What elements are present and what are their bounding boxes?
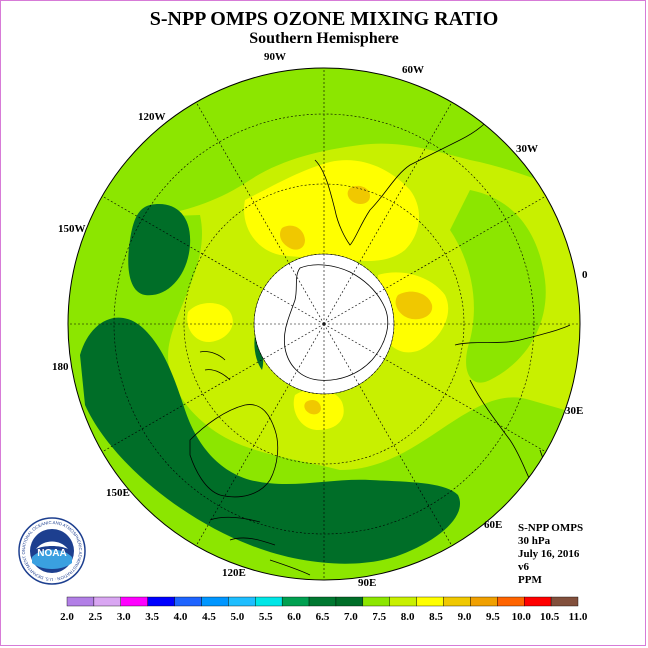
map-border xyxy=(67,67,581,581)
coast-indonesia xyxy=(209,516,311,576)
colorbar-swatch xyxy=(470,596,498,607)
field-9-0-small-north xyxy=(347,185,370,204)
info-date: July 16, 2016 xyxy=(518,548,580,560)
coast-antarctica xyxy=(283,264,389,381)
colorbar-swatch xyxy=(443,596,471,607)
lon-label-90e: 90E xyxy=(358,577,376,589)
lon-label-120w: 120W xyxy=(138,111,166,123)
lon-label-90w: 90W xyxy=(264,51,286,63)
info-instrument: S-NPP OMPS xyxy=(518,522,584,534)
field-8-5-pacific xyxy=(187,303,233,343)
info-block: S-NPP OMPS 30 hPa July 16, 2016 v6 PPM xyxy=(518,522,583,587)
colorbar-swatch xyxy=(201,596,229,607)
colorbar-tick-label: 6.0 xyxy=(287,611,301,623)
lon-label-150w: 150W xyxy=(58,223,86,235)
colorbar-tick-label: 7.5 xyxy=(372,611,386,623)
colorbar-tick-label: 6.5 xyxy=(316,611,330,623)
colorbar: 2.0 2.5 3.0 3.5 4.0 4.5 5.0 5.5 6.0 6.5 7.0 7.5 8.0 8… xyxy=(60,596,588,623)
colorbar-tick-label: 2.0 xyxy=(60,611,74,623)
map-title: S-NPP OMPS OZONE MIXING RATIO xyxy=(149,8,499,30)
colorbar-tick-label: 2.5 xyxy=(89,611,103,623)
colorbar-tick-label: 5.0 xyxy=(230,611,244,623)
lon-label-150e: 150E xyxy=(106,487,130,499)
colorbar-swatch xyxy=(362,596,390,607)
colorbar-swatch xyxy=(93,596,121,607)
lon-label-30w: 30W xyxy=(516,143,538,155)
lon-label-60e: 60E xyxy=(484,519,502,531)
coast-australia xyxy=(189,404,279,498)
lon-label-30e: 30E xyxy=(565,405,583,417)
colorbar-tick-label: 9.5 xyxy=(486,611,500,623)
colorbar-tick-label: 8.0 xyxy=(401,611,415,623)
colorbar-tick-label: 5.5 xyxy=(259,611,273,623)
lon-label-120e: 120E xyxy=(222,567,246,579)
colorbar-tick-label: 9.0 xyxy=(458,611,472,623)
field-9-0-small-west xyxy=(280,225,305,250)
colorbar-swatch xyxy=(174,596,202,607)
field-9-0-atlantic xyxy=(395,291,433,320)
colorbar-swatch xyxy=(524,596,552,607)
colorbar-tick-label: 3.0 xyxy=(117,611,131,623)
colorbar-swatch xyxy=(389,596,417,607)
noaa-logo-text: NOAA xyxy=(37,548,66,559)
lon-label-0: 0 xyxy=(582,269,588,281)
colorbar-tick-label: 4.0 xyxy=(174,611,188,623)
field-9-0-indian xyxy=(304,400,321,415)
field-7-0-west-blob xyxy=(128,204,191,296)
colorbar-swatch xyxy=(335,596,364,607)
info-level: 30 hPa xyxy=(518,535,551,547)
field-7-0-sliver xyxy=(254,335,264,370)
lon-label-60w: 60W xyxy=(402,64,424,76)
coast-south-america xyxy=(314,109,496,246)
colorbar-swatch xyxy=(550,596,579,607)
colorbar-tick-label: 10.5 xyxy=(540,611,560,623)
info-units: PPM xyxy=(518,574,542,586)
colorbar-swatch xyxy=(228,596,256,607)
colorbar-tick-label: 10.0 xyxy=(512,611,532,623)
colorbar-swatch xyxy=(308,596,337,607)
colorbar-swatch xyxy=(147,596,175,607)
colorbar-swatch xyxy=(281,596,310,607)
field-7-5-east xyxy=(450,190,546,383)
colorbar-swatch xyxy=(416,596,444,607)
colorbar-swatch xyxy=(66,596,95,607)
map-subtitle: Southern Hemisphere xyxy=(249,30,399,47)
lon-label-180: 180 xyxy=(52,361,69,373)
colorbar-tick-label: 8.5 xyxy=(429,611,443,623)
colorbar-swatch xyxy=(497,596,525,607)
noaa-logo: NOAA NATIONAL OCEANIC AND ATMOSPHERIC AD… xyxy=(18,517,86,585)
colorbar-tick-label: 3.5 xyxy=(145,611,159,623)
info-version: v6 xyxy=(518,561,529,573)
colorbar-swatch xyxy=(255,596,283,607)
colorbar-tick-label: 7.0 xyxy=(344,611,358,623)
field-7-0-south xyxy=(80,317,461,564)
colorbar-tick-label: 4.5 xyxy=(202,611,216,623)
colorbar-tick-label: 11.0 xyxy=(569,611,588,623)
colorbar-swatch xyxy=(120,596,148,607)
graticule xyxy=(68,68,580,580)
